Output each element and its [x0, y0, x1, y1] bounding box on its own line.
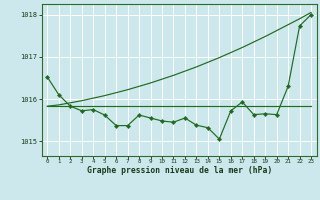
X-axis label: Graphe pression niveau de la mer (hPa): Graphe pression niveau de la mer (hPa): [87, 166, 272, 175]
